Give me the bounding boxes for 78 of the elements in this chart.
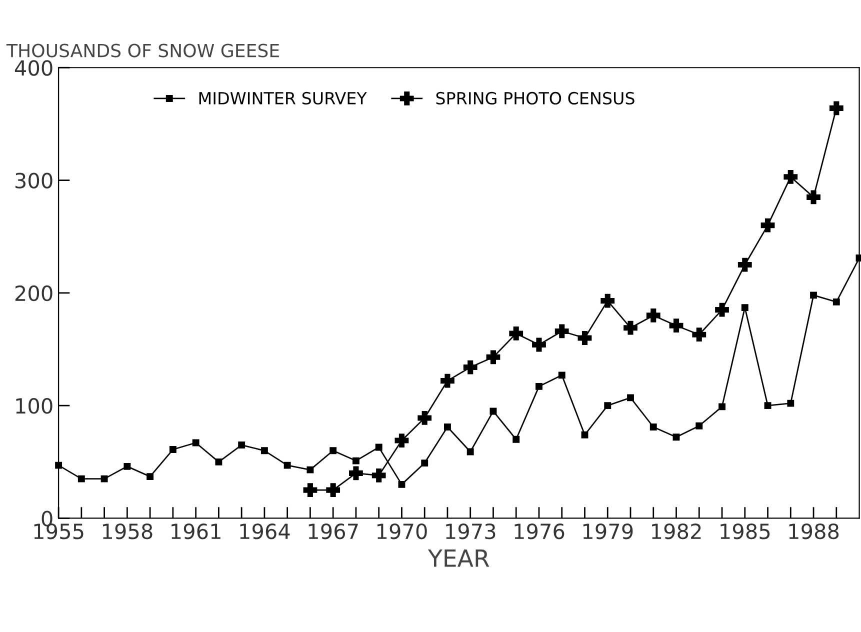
point — [215, 458, 222, 466]
point — [810, 292, 817, 299]
point — [284, 462, 291, 469]
x-tick-label: 1982 — [652, 523, 701, 540]
point — [418, 411, 432, 425]
point — [829, 101, 844, 116]
point — [349, 466, 363, 480]
x-tick-label: 1976 — [514, 523, 564, 540]
point — [303, 483, 318, 498]
point — [78, 475, 85, 482]
x-tick-label: 1964 — [240, 523, 290, 540]
point — [463, 360, 478, 374]
y-tick-label: 400 — [14, 60, 52, 76]
point — [669, 318, 684, 333]
legend-label: MIDWINTER SURVEY — [199, 92, 367, 105]
point — [466, 448, 474, 456]
point — [146, 473, 154, 480]
point — [398, 480, 406, 488]
point — [604, 402, 612, 410]
point — [738, 258, 752, 272]
point — [509, 326, 524, 340]
x-tick-label: 1985 — [720, 523, 770, 540]
point — [715, 302, 729, 317]
point — [260, 447, 268, 454]
x-tick-label: 1961 — [172, 523, 220, 540]
x-axis-title: YEAR — [428, 550, 490, 567]
point — [806, 190, 820, 204]
point — [696, 422, 703, 430]
point — [832, 298, 840, 306]
point — [192, 439, 200, 446]
point — [764, 402, 772, 410]
point — [578, 331, 592, 345]
x-tick-label: 1979 — [583, 523, 633, 540]
point — [306, 466, 314, 474]
point — [741, 304, 748, 312]
x-tick-label: 1958 — [102, 523, 152, 540]
point — [490, 408, 497, 415]
point — [672, 434, 680, 441]
point — [646, 308, 660, 322]
point — [600, 294, 615, 308]
point — [532, 338, 546, 352]
point — [55, 462, 62, 469]
point — [330, 447, 337, 454]
point — [238, 442, 246, 448]
point — [554, 324, 569, 338]
point — [372, 468, 386, 482]
point — [627, 394, 634, 402]
x-tick-label: 1967 — [308, 523, 358, 540]
point — [375, 444, 382, 451]
point — [784, 170, 798, 184]
point — [440, 374, 454, 388]
point — [718, 403, 726, 410]
x-tick-label: 1988 — [789, 523, 839, 540]
point — [581, 431, 588, 438]
x-tick-label: 1973 — [446, 523, 496, 540]
y-tick-label: 200 — [15, 285, 52, 302]
point — [486, 350, 500, 364]
point — [421, 460, 428, 467]
point — [692, 328, 706, 342]
point — [760, 218, 775, 232]
point — [100, 475, 108, 482]
x-tick-label: 1970 — [377, 523, 427, 540]
y-tick-label: 100 — [16, 398, 52, 414]
point — [352, 457, 360, 464]
point — [124, 462, 131, 470]
point — [787, 400, 794, 407]
y-tick-label: 300 — [16, 172, 52, 188]
y-axis-title: THOUSANDS OF SNOW GEESE — [6, 44, 279, 58]
point — [650, 424, 657, 430]
point — [394, 434, 409, 448]
point — [536, 382, 542, 390]
point — [326, 483, 340, 498]
point — [512, 436, 520, 443]
point — [169, 446, 176, 453]
point — [558, 372, 566, 379]
point — [624, 320, 638, 335]
legend-label: SPRING PHOTO CENSUS — [436, 92, 634, 105]
point — [444, 424, 451, 430]
